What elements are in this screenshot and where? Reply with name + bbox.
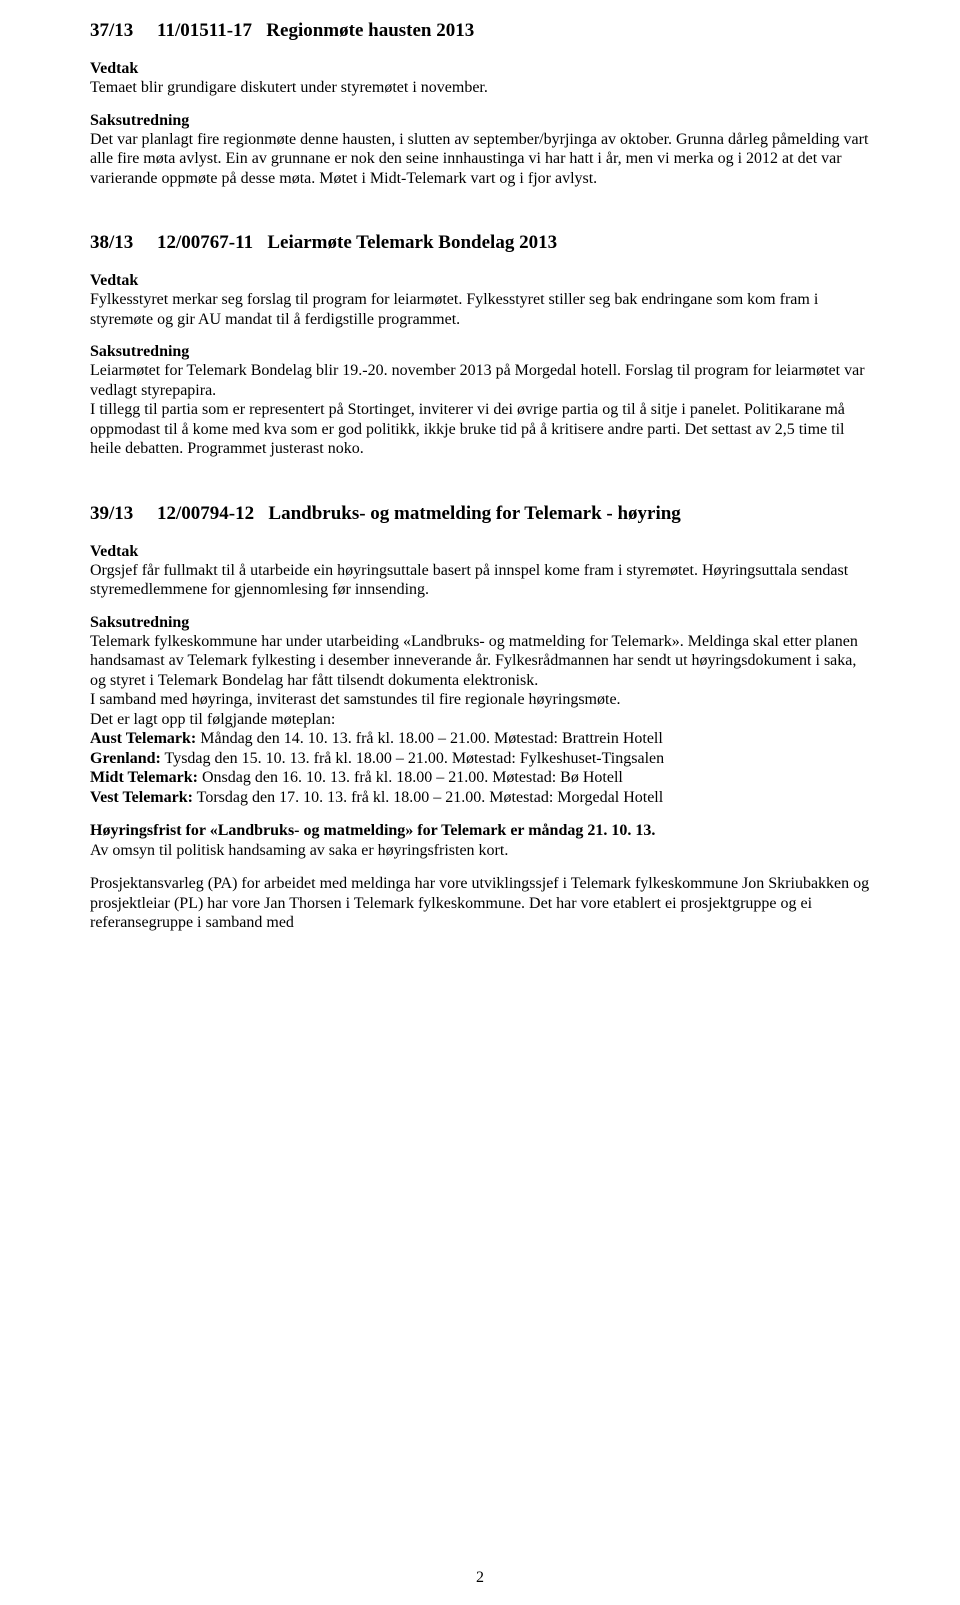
section-id-prefix: 38/13 [90,232,133,253]
saks-label: Saksutredning [90,112,870,130]
deadline-line: Høyringsfrist for «Landbruks- og matmeld… [90,821,870,841]
saks-label: Saksutredning [90,343,870,361]
vedtak-label: Vedtak [90,60,870,78]
saks-label: Saksutredning [90,614,870,632]
meeting-line: Midt Telemark: Onsdag den 16. 10. 13. fr… [90,768,870,788]
section-id-code: 12/00794-12 [157,503,254,524]
saks-body-2: I samband med høyringa, inviterast det s… [90,690,870,710]
meeting-rest: Onsdag den 16. 10. 13. frå kl. 18.00 – 2… [198,769,623,786]
final-paragraph: Prosjektansvarleg (PA) for arbeidet med … [90,874,870,933]
document-page: 37/13 11/01511-17 Regionmøte hausten 201… [0,0,960,1605]
section-title: Landbruks- og matmelding for Telemark - … [268,503,680,524]
deadline-note: Av omsyn til politisk handsaming av saka… [90,841,870,861]
section-title: Leiarmøte Telemark Bondelag 2013 [267,232,557,253]
section-heading-37: 37/13 11/01511-17 Regionmøte hausten 201… [90,20,870,42]
section-heading-38: 38/13 12/00767-11 Leiarmøte Telemark Bon… [90,232,870,254]
meeting-rest: Måndag den 14. 10. 13. frå kl. 18.00 – 2… [196,730,663,747]
section-heading-39: 39/13 12/00794-12 Landbruks- og matmeldi… [90,503,870,525]
saks-body-1: Telemark fylkeskommune har under utarbei… [90,632,870,691]
meeting-line: Vest Telemark: Torsdag den 17. 10. 13. f… [90,788,870,808]
saks-body-2: I tillegg til partia som er representert… [90,400,870,459]
meeting-rest: Tysdag den 15. 10. 13. frå kl. 18.00 – 2… [161,750,664,767]
section-title: Regionmøte hausten 2013 [266,20,474,41]
saks-body: Det var planlagt fire regionmøte denne h… [90,130,870,189]
section-id-prefix: 39/13 [90,503,133,524]
vedtak-label: Vedtak [90,543,870,561]
vedtak-body: Fylkesstyret merkar seg forslag til prog… [90,290,870,329]
meeting-region: Aust Telemark: [90,730,196,747]
section-id-prefix: 37/13 [90,20,133,41]
meeting-region: Midt Telemark: [90,769,198,786]
section-id-code: 11/01511-17 [157,20,252,41]
vedtak-body: Temaet blir grundigare diskutert under s… [90,78,870,98]
vedtak-body: Orgsjef får fullmakt til å utarbeide ein… [90,561,870,600]
vedtak-label: Vedtak [90,272,870,290]
section-id-code: 12/00767-11 [157,232,253,253]
saks-body-3: Det er lagt opp til følgjande møteplan: [90,710,870,730]
meeting-region: Grenland: [90,750,161,767]
meeting-rest: Torsdag den 17. 10. 13. frå kl. 18.00 – … [193,789,663,806]
meeting-region: Vest Telemark: [90,789,193,806]
meeting-line: Grenland: Tysdag den 15. 10. 13. frå kl.… [90,749,870,769]
meeting-line: Aust Telemark: Måndag den 14. 10. 13. fr… [90,729,870,749]
saks-body-1: Leiarmøtet for Telemark Bondelag blir 19… [90,361,870,400]
page-number: 2 [0,1569,960,1587]
